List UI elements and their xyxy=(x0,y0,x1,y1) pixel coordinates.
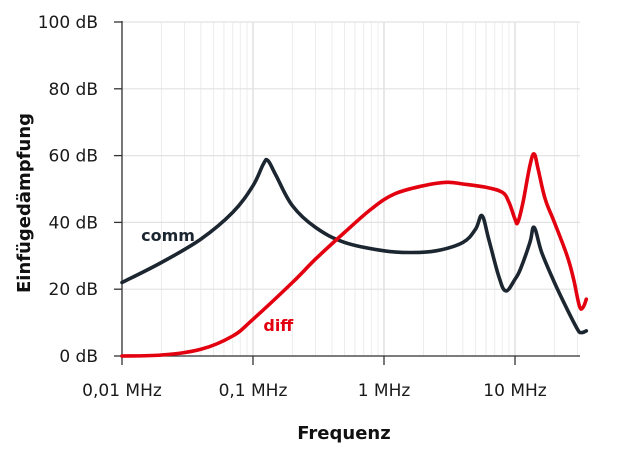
x-axis-ticks: 0,01 MHz 0,1 MHz 1 MHz 10 MHz xyxy=(82,356,547,401)
y-axis-ticks: 0 dB 20 dB 40 dB 60 dB 80 dB 100 dB xyxy=(38,13,122,367)
series-labels: comm diff xyxy=(141,226,294,335)
series-line-diff xyxy=(120,152,589,358)
x-tick-label: 10 MHz xyxy=(483,381,546,401)
x-tick-label: 0,1 MHz xyxy=(219,381,288,401)
y-tick-label: 0 dB xyxy=(59,347,98,367)
y-tick-label: 40 dB xyxy=(49,213,99,233)
y-tick-label: 100 dB xyxy=(38,13,98,33)
x-tick-label: 0,01 MHz xyxy=(82,381,162,401)
data-series xyxy=(120,152,589,358)
series-label-comm: comm xyxy=(141,226,195,245)
series-line-comm xyxy=(120,157,589,335)
axes xyxy=(121,21,580,357)
y-tick-label: 20 dB xyxy=(49,280,99,300)
y-tick-label: 80 dB xyxy=(49,80,99,100)
series-label-diff: diff xyxy=(263,316,294,335)
x-tick-label: 1 MHz xyxy=(358,381,411,401)
x-axis-title: Frequenz xyxy=(297,423,390,444)
y-axis-title: Einfügedämpfung xyxy=(14,113,35,293)
grid-lines xyxy=(121,21,580,357)
y-tick-label: 60 dB xyxy=(49,147,99,167)
